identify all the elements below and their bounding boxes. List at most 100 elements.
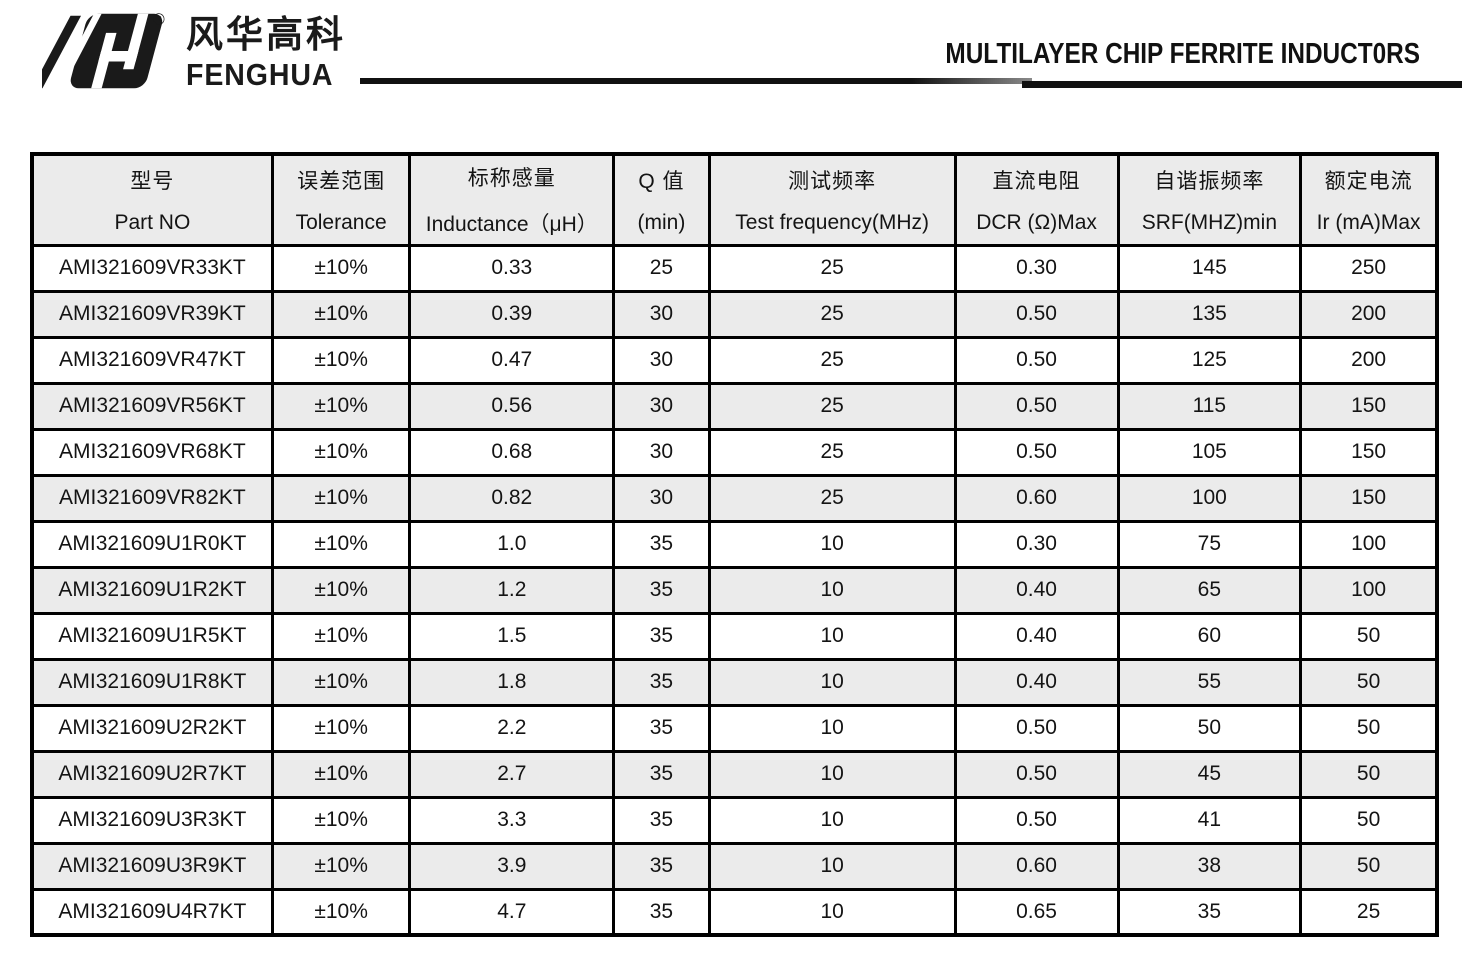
value-cell: 150 (1299, 473, 1439, 523)
value-cell: 35 (612, 887, 711, 937)
value-cell: 0.50 (953, 289, 1120, 339)
header-rule-left (360, 78, 1032, 84)
part-no-cell: AMI321609U1R0KT (30, 519, 274, 569)
value-cell: 1.2 (408, 565, 616, 615)
value-cell: 100 (1116, 473, 1303, 523)
column-header-7: 自谐振频率 SRF(MHZ)min (1116, 152, 1303, 247)
table-row: AMI321609VR39KT ±10% 0.39 30 25 0.50 135 200 (30, 289, 1439, 339)
value-cell: 105 (1116, 427, 1303, 477)
part-no-cell: AMI321609U2R7KT (30, 749, 274, 799)
table-row: AMI321609VR82KT ±10% 0.82 30 25 0.60 100 150 (30, 473, 1439, 523)
value-cell: 35 (612, 841, 711, 891)
value-cell: 0.50 (953, 749, 1120, 799)
value-cell: 25 (707, 427, 957, 477)
value-cell: 10 (707, 657, 957, 707)
value-cell: 10 (707, 887, 957, 937)
table-row: AMI321609U1R2KT ±10% 1.2 35 10 0.40 65 100 (30, 565, 1439, 615)
value-cell: 25 (612, 243, 711, 293)
value-cell: 0.60 (953, 841, 1120, 891)
value-cell: 0.65 (953, 887, 1120, 937)
value-cell: ±10% (270, 749, 412, 799)
table-row: AMI321609U2R2KT ±10% 2.2 35 10 0.50 50 50 (30, 703, 1439, 753)
value-cell: 115 (1116, 381, 1303, 431)
value-cell: 41 (1116, 795, 1303, 845)
page-title: MULTILAYER CHIP FERRITE INDUCT0RS (945, 38, 1420, 70)
value-cell: 200 (1299, 335, 1439, 385)
value-cell: ±10% (270, 519, 412, 569)
value-cell: 35 (612, 749, 711, 799)
part-no-cell: AMI321609U3R3KT (30, 795, 274, 845)
value-cell: ±10% (270, 887, 412, 937)
value-cell: 0.40 (953, 611, 1120, 661)
value-cell: ±10% (270, 335, 412, 385)
value-cell: 25 (707, 381, 957, 431)
value-cell: 10 (707, 565, 957, 615)
value-cell: 10 (707, 703, 957, 753)
value-cell: 30 (612, 335, 711, 385)
value-cell: 38 (1116, 841, 1303, 891)
registered-trademark-icon: ® (153, 11, 165, 29)
value-cell: 2.7 (408, 749, 616, 799)
value-cell: ±10% (270, 657, 412, 707)
value-cell: ±10% (270, 473, 412, 523)
page-header: ® 风华高科 FENGHUA MULTILAYER CHIP FERRITE I… (0, 0, 1474, 120)
column-header-8: 额定电流 Ir (mA)Max (1299, 152, 1439, 247)
value-cell: 50 (1299, 841, 1439, 891)
part-no-cell: AMI321609VR33KT (30, 243, 274, 293)
value-cell: ±10% (270, 611, 412, 661)
value-cell: 25 (707, 289, 957, 339)
value-cell: 10 (707, 841, 957, 891)
value-cell: 25 (707, 335, 957, 385)
fenghua-logo-icon: ® (42, 11, 165, 89)
column-header-3: 标称感量 Inductance（μH） (408, 152, 616, 247)
value-cell: 35 (612, 703, 711, 753)
value-cell: 75 (1116, 519, 1303, 569)
value-cell: 0.33 (408, 243, 616, 293)
value-cell: 0.60 (953, 473, 1120, 523)
value-cell: 0.30 (953, 243, 1120, 293)
value-cell: 30 (612, 289, 711, 339)
value-cell: 60 (1116, 611, 1303, 661)
table-row: AMI321609U3R3KT ±10% 3.3 35 10 0.50 41 50 (30, 795, 1439, 845)
column-header-4: Q 值 (min) (612, 152, 711, 247)
part-no-cell: AMI321609VR56KT (30, 381, 274, 431)
value-cell: ±10% (270, 795, 412, 845)
table-row: AMI321609U4R7KT ±10% 4.7 35 10 0.65 35 25 (30, 887, 1439, 937)
value-cell: ±10% (270, 841, 412, 891)
value-cell: 250 (1299, 243, 1439, 293)
value-cell: 25 (707, 473, 957, 523)
value-cell: 35 (612, 611, 711, 661)
value-cell: 0.50 (953, 427, 1120, 477)
value-cell: ±10% (270, 243, 412, 293)
value-cell: 0.82 (408, 473, 616, 523)
table-row: AMI321609U3R9KT ±10% 3.9 35 10 0.60 38 50 (30, 841, 1439, 891)
value-cell: 145 (1116, 243, 1303, 293)
part-no-cell: AMI321609U3R9KT (30, 841, 274, 891)
value-cell: 50 (1299, 657, 1439, 707)
table-row: AMI321609VR33KT ±10% 0.33 25 25 0.30 145 250 (30, 243, 1439, 293)
value-cell: 30 (612, 381, 711, 431)
value-cell: 125 (1116, 335, 1303, 385)
value-cell: 10 (707, 795, 957, 845)
value-cell: 10 (707, 519, 957, 569)
fenghua-logo: ® 风华高科 FENGHUA (42, 8, 346, 96)
brand-name-en: FENGHUA (186, 56, 334, 92)
value-cell: 35 (612, 519, 711, 569)
table-row: AMI321609U1R8KT ±10% 1.8 35 10 0.40 55 50 (30, 657, 1439, 707)
part-no-cell: AMI321609U1R2KT (30, 565, 274, 615)
part-no-cell: AMI321609VR82KT (30, 473, 274, 523)
value-cell: 30 (612, 473, 711, 523)
brand-text: 风华高科 FENGHUA (186, 8, 346, 90)
value-cell: 0.50 (953, 795, 1120, 845)
column-header-2: 误差范围 Tolerance (270, 152, 412, 247)
value-cell: 135 (1116, 289, 1303, 339)
value-cell: 50 (1116, 703, 1303, 753)
inductor-spec-table: 型号 Part NO 误差范围 Tolerance 标称感量 Inductance（μH）… (30, 152, 1439, 937)
table-row: AMI321609U1R0KT ±10% 1.0 35 10 0.30 75 100 (30, 519, 1439, 569)
value-cell: 0.68 (408, 427, 616, 477)
part-no-cell: AMI321609VR47KT (30, 335, 274, 385)
value-cell: 55 (1116, 657, 1303, 707)
column-header-5: 测试频率 Test frequency(MHz) (707, 152, 957, 247)
value-cell: 35 (612, 657, 711, 707)
part-no-cell: AMI321609U4R7KT (30, 887, 274, 937)
